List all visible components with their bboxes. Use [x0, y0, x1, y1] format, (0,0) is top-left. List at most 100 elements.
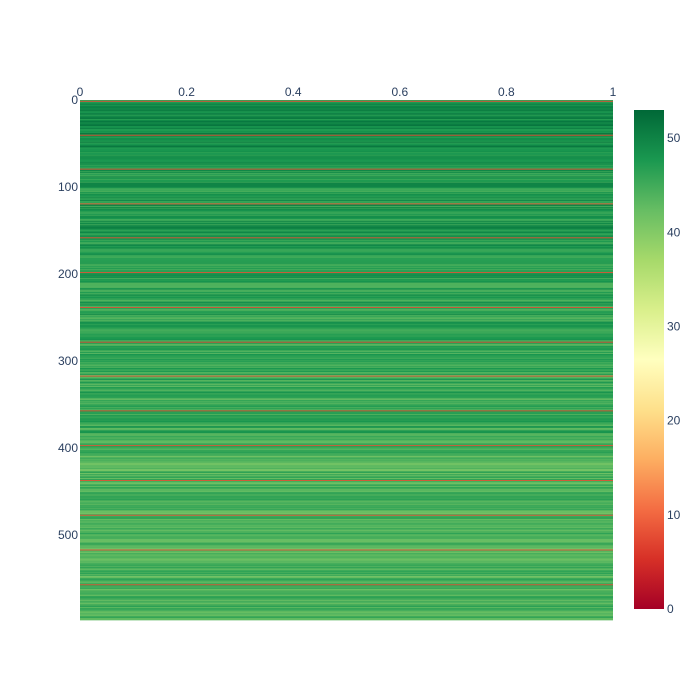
heatmap-row — [80, 472, 613, 474]
heatmap-row — [80, 454, 613, 457]
heatmap-row — [80, 523, 613, 525]
heatmap-row — [80, 316, 613, 318]
heatmap-row — [80, 113, 613, 115]
heatmap-row — [80, 375, 613, 377]
heatmap-row — [80, 273, 613, 276]
heatmap-row — [80, 452, 613, 454]
heatmap-row — [80, 486, 613, 489]
heatmap-row — [80, 145, 613, 147]
heatmap-row — [80, 153, 613, 155]
colorbar-tick-label: 10 — [667, 508, 681, 522]
heatmap-row — [80, 200, 613, 203]
heatmap-row — [80, 604, 613, 606]
heatmap-row — [80, 162, 613, 164]
heatmap-row — [80, 158, 613, 160]
heatmap-row — [80, 376, 613, 378]
heatmap-row — [80, 414, 613, 417]
heatmap-row — [80, 130, 613, 132]
heatmap-row — [80, 467, 613, 470]
heatmap-row — [80, 174, 613, 177]
heatmap-row — [80, 589, 613, 591]
heatmap-row — [80, 569, 613, 571]
heatmap-row — [80, 193, 613, 196]
heatmap-row — [80, 106, 613, 109]
heatmap-row — [80, 537, 613, 539]
heatmap-row — [80, 329, 613, 331]
heatmap-row — [80, 226, 613, 228]
heatmap-row — [80, 284, 613, 286]
heatmap-row — [80, 428, 613, 430]
heatmap-row — [80, 276, 613, 278]
y-axis-ticks: 0 100 200 300 400 500 — [58, 93, 78, 542]
heatmap-row — [80, 295, 613, 297]
heatmap-row — [80, 367, 613, 370]
heatmap-row — [80, 369, 613, 371]
heatmap-row — [80, 345, 613, 347]
heatmap-row — [80, 444, 613, 446]
heatmap-row — [80, 302, 613, 304]
heatmap-row — [80, 332, 613, 334]
heatmap-row — [80, 535, 613, 537]
heatmap-row — [80, 386, 613, 388]
y-tick-label: 100 — [58, 180, 78, 194]
heatmap-row — [80, 217, 613, 219]
heatmap-row — [80, 179, 613, 181]
heatmap-row — [80, 445, 613, 447]
heatmap-row — [80, 497, 613, 499]
heatmap-row — [80, 324, 613, 326]
heatmap-row — [80, 300, 613, 302]
heatmap-row — [80, 406, 613, 408]
heatmap-row — [80, 131, 613, 133]
heatmap-row — [80, 166, 613, 169]
heatmap-row — [80, 230, 613, 232]
heatmap-row — [80, 541, 613, 543]
heatmap-row — [80, 470, 613, 472]
heatmap-row — [80, 362, 613, 364]
heatmap-row — [80, 606, 613, 608]
heatmap-row — [80, 125, 613, 127]
heatmap-row — [80, 578, 613, 580]
heatmap-row — [80, 524, 613, 526]
heatmap-row — [80, 479, 613, 481]
heatmap-row — [80, 250, 613, 252]
heatmap-row — [80, 404, 613, 406]
heatmap-row — [80, 418, 613, 420]
heatmap-row — [80, 350, 613, 352]
heatmap-row — [80, 243, 613, 245]
heatmap-row — [80, 594, 613, 597]
heatmap-row — [80, 389, 613, 391]
heatmap-row — [80, 481, 613, 483]
heatmap-row — [80, 590, 613, 592]
heatmap-row — [80, 286, 613, 289]
heatmap-row — [80, 424, 613, 426]
heatmap-row — [80, 558, 613, 560]
heatmap-row — [80, 270, 613, 272]
heatmap-row — [80, 200, 613, 202]
heatmap-row — [80, 184, 613, 186]
heatmap-row — [80, 199, 613, 201]
heatmap-row — [80, 500, 613, 502]
heatmap-row — [80, 164, 613, 166]
heatmap-row — [80, 378, 613, 380]
heatmap-row — [80, 103, 613, 105]
heatmap-row — [80, 173, 613, 176]
heatmap-row — [80, 422, 613, 424]
heatmap-row — [80, 356, 613, 358]
heatmap-row — [80, 233, 613, 235]
heatmap-row — [80, 173, 613, 175]
heatmap-row — [80, 353, 613, 356]
heatmap-row — [80, 328, 613, 330]
heatmap-row — [80, 336, 613, 338]
colorbar-tick-label: 40 — [667, 225, 681, 239]
heatmap-row — [80, 298, 613, 300]
heatmap-row — [80, 226, 613, 229]
heatmap-row — [80, 613, 613, 615]
heatmap-row — [80, 149, 613, 151]
x-tick-label: 1 — [610, 85, 617, 99]
heatmap-row — [80, 264, 613, 266]
heatmap-row — [80, 383, 613, 385]
heatmap-row — [80, 596, 613, 598]
heatmap-row — [80, 417, 613, 419]
heatmap-row — [80, 553, 613, 556]
